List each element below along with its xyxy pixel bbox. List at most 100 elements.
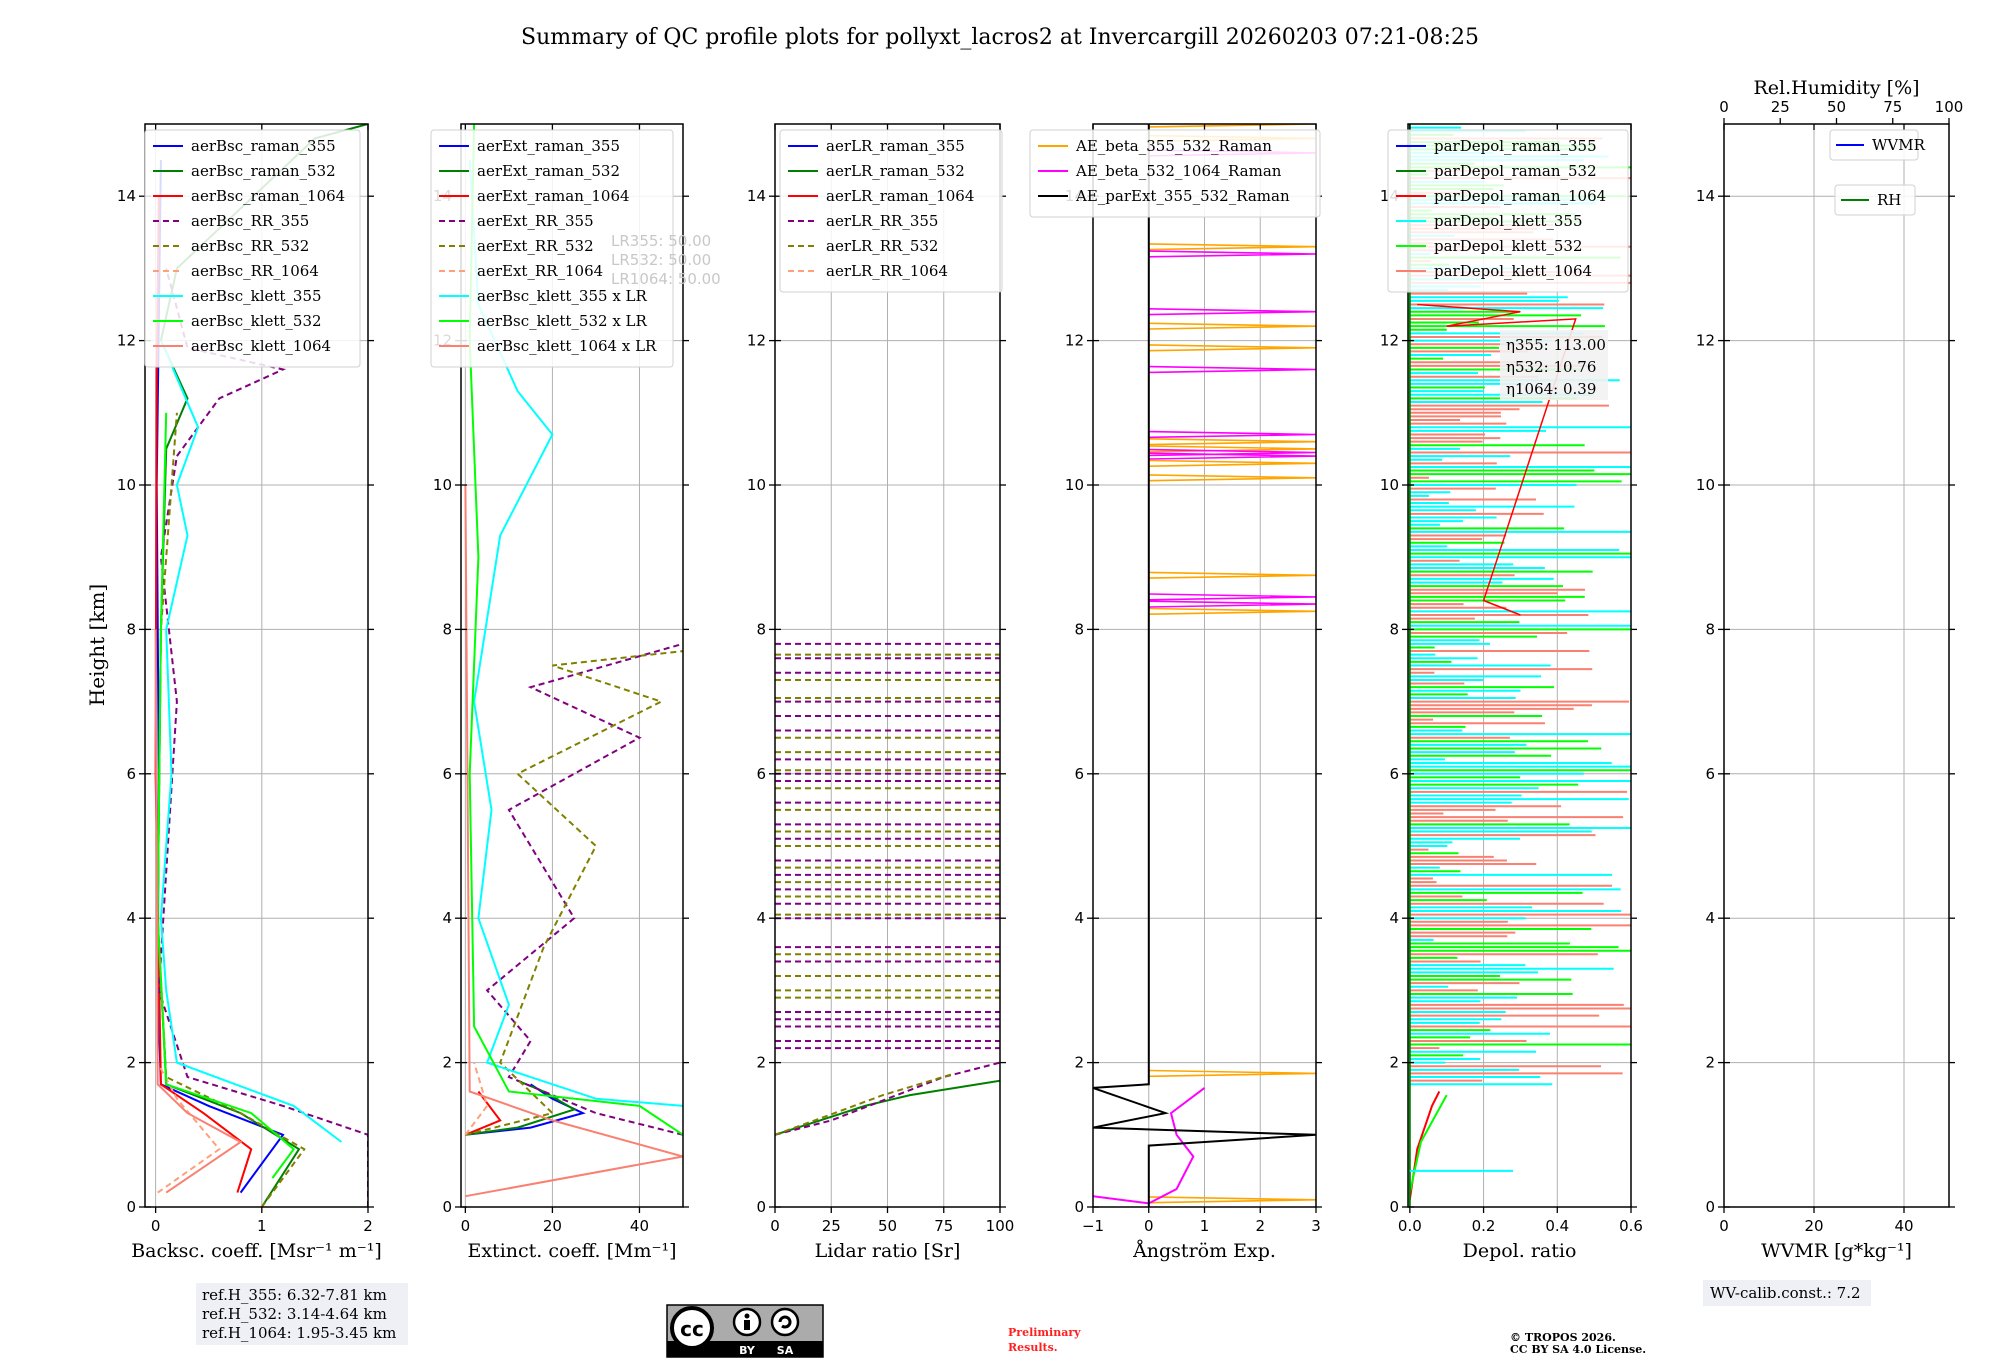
y-tick-label: 10 [117,476,136,494]
legend-label: aerLR_raman_1064 [826,187,974,205]
legend-label: aerExt_raman_532 [477,162,620,180]
y-tick-label: 14 [1696,187,1715,205]
series-ae-beta-532-1064-raman-spike [1148,250,1316,258]
eta-line: η532: 10.76 [1506,358,1596,376]
x-tick-label: 0.4 [1545,1217,1569,1235]
legend-label: aerExt_RR_355 [477,212,594,230]
legend-label: parDepol_klett_532 [1434,237,1583,255]
y-tick-label: 6 [1705,765,1715,783]
x-tick-label: 20 [543,1217,562,1235]
series-ae-parext-355-532-raman-line [1093,124,1316,1207]
x-tick-label: 1 [257,1217,267,1235]
x-tick-label: 0.2 [1472,1217,1496,1235]
eta-line: η1064: 0.39 [1506,380,1596,398]
x-tick-label: 20 [1804,1217,1823,1235]
preliminary-text-2: Results. [1008,1341,1058,1354]
x-tick-label: 100 [986,1217,1015,1235]
legend-label: parDepol_klett_355 [1434,212,1583,230]
legend-label: aerLR_RR_355 [826,212,938,230]
legend-label: aerBsc_klett_355 x LR [477,287,648,305]
legend-label: aerExt_raman_355 [477,137,620,155]
x-tick-label: 40 [630,1217,649,1235]
y-tick-label: 8 [1705,620,1715,638]
y-tick-label: 2 [1705,1054,1715,1072]
top-axis-label: Rel.Humidity [%] [1753,77,1919,99]
x-tick-label: 2 [1255,1217,1265,1235]
lidar-ratio-line: LR355: 50.00 [611,232,711,250]
series-aerbsc-klett-1064-x-lr-line [464,484,683,1198]
eta-box-bg [1500,330,1608,400]
legend-label: aerLR_raman_532 [826,162,965,180]
axes-frame [1407,123,1632,1208]
series-aerext-rr-532-line [465,650,683,1136]
y-tick-label: 0 [126,1198,136,1216]
x-tick-label: 0 [770,1217,780,1235]
panel-angstrom: −1012302468101214Ångström Exp.AE_beta_35… [1029,123,1322,1262]
y-tick-label: 6 [1074,765,1084,783]
y-tick-label: 10 [1065,476,1084,494]
x-tick-label: 1 [1200,1217,1210,1235]
series-aerlr-rr-532-line [775,1072,956,1136]
reference-height-box: ref.H_355: 6.32-7.81 km ref.H_532: 3.14-… [196,1283,408,1345]
series-ae-beta-532-1064-raman-spike [1148,600,1316,608]
legend-label: aerBsc_RR_1064 [191,262,319,280]
y-tick-label: 10 [433,476,452,494]
y-tick-label: 4 [442,909,452,927]
axes-frame [460,123,684,1208]
legend-box [1029,129,1321,218]
x-tick-label: 0 [1144,1217,1154,1235]
series-ae-beta-355-532-raman-spike [1148,1196,1316,1204]
x-tick-label: 3 [1311,1217,1321,1235]
legend-label: aerBsc_raman_1064 [191,187,345,205]
badge-by: BY [739,1344,756,1357]
series-ae-beta-355-532-raman-spike [1148,474,1316,482]
axes-frame [144,123,369,1208]
y-tick-label: 10 [1696,476,1715,494]
sa-arrow-icon [770,1307,800,1337]
panel-extinction: 0204002468101214Extinct. coeff. [Mm⁻¹]ae… [430,123,721,1262]
legend: WVMR RH [1829,129,1926,216]
x-tick-label: 25 [822,1217,841,1235]
series-aerbsc-klett-355-x-lr-line [468,160,683,1107]
legend: AE_beta_355_532_Raman AE_beta_532_1064_Ra… [1029,129,1321,218]
y-tick-label: 2 [442,1054,452,1072]
x-tick-label: 75 [934,1217,953,1235]
cc-icon [670,1306,714,1350]
y-tick-label: 12 [1380,332,1399,350]
preliminary-text-1: Preliminary [1008,1326,1081,1339]
y-tick-label: 2 [126,1054,136,1072]
x-tick-label: 0 [461,1217,471,1235]
y-tick-label: 6 [1389,765,1399,783]
panel-lidar_ratio: 0 25 50 75 100 0 2 4 6 8 10 12 14 Lidar ratio [Sr] aer… [747,123,1015,1262]
series-ae-beta-355-532-raman-spike [1148,607,1316,615]
series-aerlr-raman-532-line [775,1079,1000,1136]
legend-label: parDepol_raman_1064 [1434,187,1606,205]
data-layer [775,642,1000,1136]
eta-box: η355: 113.00 η532: 10.76 η1064: 0.39 [1500,330,1608,400]
legend-box [779,129,1003,293]
legend-label: AE_parExt_355_532_Raman [1075,187,1290,205]
legend: aerExt_raman_355 aerExt_raman_532 aerExt_r… [430,129,674,368]
legend-box [1829,129,1919,161]
series-ae-beta-532-1064-raman-spike [1148,593,1316,601]
series-ae-beta-532-1064-raman-spike [1148,365,1316,374]
y-tick-label: 8 [1389,620,1399,638]
legend-box [1834,184,1916,216]
ref-h-532: ref.H_532: 3.14-4.64 km [202,1305,387,1323]
y-tick-label: 0 [1389,1198,1399,1216]
series-aerbsc-klett-355-line [159,340,343,1143]
panel-depol: 0.00.20.40.602468101214Depol. ratioparDe… [1380,123,1643,1262]
legend-label: AE_beta_355_532_Raman [1075,137,1272,155]
series-ae-beta-355-532-raman-spike [1148,571,1316,579]
y-tick-label: 14 [117,187,136,205]
series-ae-beta-355-532-raman-spike [1148,1069,1316,1078]
y-tick-label: 4 [126,909,136,927]
legend-box [144,129,361,368]
y-tick-label: 2 [756,1054,766,1072]
legend-label: aerBsc_klett_1064 [191,337,331,355]
series-aerext-rr-355-line [485,642,683,1136]
x-tick-label: 40 [1894,1217,1913,1235]
